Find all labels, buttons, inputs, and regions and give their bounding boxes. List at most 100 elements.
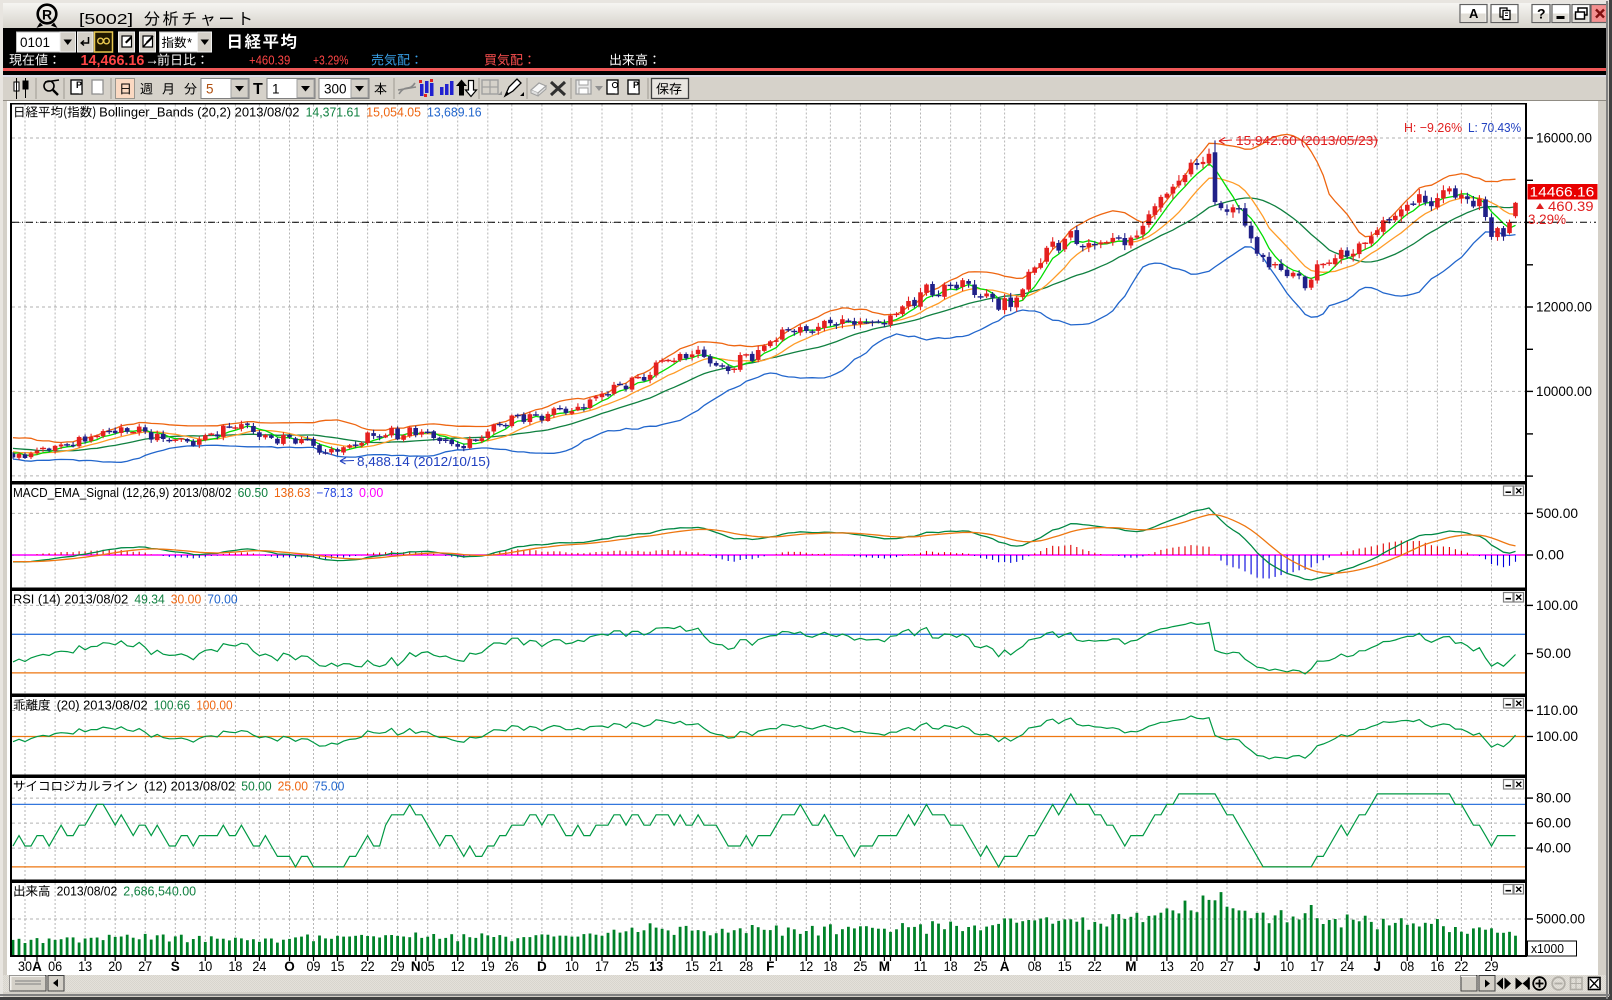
- svg-text:D: D: [537, 959, 547, 974]
- svg-text:Bollinger_Bands (20,2) 2013/08: Bollinger_Bands (20,2) 2013/08/02: [99, 106, 299, 120]
- svg-text:MACD_EMA_Signal (12,26,9) 2013: MACD_EMA_Signal (12,26,9) 2013/08/02: [13, 486, 232, 500]
- svg-text:0.00: 0.00: [359, 486, 383, 500]
- svg-text:L: 70.43%: L: 70.43%: [1468, 120, 1521, 135]
- svg-text:3.29%: 3.29%: [1528, 212, 1566, 227]
- svg-text:27: 27: [138, 959, 152, 974]
- svg-text:21: 21: [709, 959, 723, 974]
- svg-text:19: 19: [481, 959, 495, 974]
- svg-text:F: F: [766, 959, 774, 974]
- svg-text:500.00: 500.00: [1536, 506, 1578, 521]
- svg-text:100.00: 100.00: [1536, 598, 1578, 613]
- svg-text:0101: 0101: [20, 35, 50, 50]
- svg-text:J: J: [1253, 959, 1261, 974]
- svg-text:13,689.16: 13,689.16: [427, 106, 482, 120]
- svg-text:70.00: 70.00: [207, 593, 237, 607]
- svg-text:15: 15: [331, 959, 345, 974]
- svg-text:x1000: x1000: [1531, 942, 1564, 956]
- svg-text:05: 05: [421, 959, 435, 974]
- svg-text:110.00: 110.00: [1536, 703, 1578, 718]
- svg-text:M: M: [1125, 959, 1136, 974]
- svg-text:60.00: 60.00: [1536, 816, 1571, 831]
- svg-text:22: 22: [361, 959, 375, 974]
- svg-text:16000.00: 16000.00: [1536, 131, 1592, 146]
- svg-text:30: 30: [18, 959, 32, 974]
- svg-text:10: 10: [565, 959, 579, 974]
- svg-text:A: A: [1000, 959, 1010, 974]
- svg-text:22: 22: [1454, 959, 1468, 974]
- svg-text:13: 13: [649, 959, 663, 974]
- svg-text:M: M: [879, 959, 890, 974]
- svg-text:26: 26: [505, 959, 519, 974]
- svg-text:25: 25: [625, 959, 639, 974]
- svg-text:12: 12: [451, 959, 465, 974]
- svg-text:14,371.61: 14,371.61: [306, 106, 361, 120]
- svg-text:29: 29: [1485, 959, 1499, 974]
- svg-text:25: 25: [853, 959, 867, 974]
- svg-text:15: 15: [685, 959, 699, 974]
- svg-text:50.00: 50.00: [241, 780, 271, 794]
- svg-text:[5002]: [5002]: [79, 11, 133, 28]
- svg-text:11: 11: [914, 959, 928, 974]
- svg-text:1: 1: [272, 82, 280, 97]
- svg-text:18: 18: [823, 959, 837, 974]
- svg-text:+3.29%: +3.29%: [313, 54, 348, 68]
- svg-text:25.00: 25.00: [278, 780, 308, 794]
- svg-text:*: *: [187, 35, 192, 50]
- svg-text:40.00: 40.00: [1536, 841, 1571, 856]
- svg-text:?: ?: [1537, 6, 1546, 22]
- svg-text:10000.00: 10000.00: [1536, 384, 1592, 399]
- svg-text:2013/08/02: 2013/08/02: [57, 885, 118, 899]
- svg-text:60.50: 60.50: [238, 486, 268, 500]
- svg-text:H: −9.26%: H: −9.26%: [1404, 120, 1463, 135]
- svg-text:27: 27: [1220, 959, 1234, 974]
- svg-text:09: 09: [307, 959, 321, 974]
- svg-text:25: 25: [974, 959, 988, 974]
- svg-text:S: S: [171, 959, 180, 974]
- svg-text:(12) 2013/08/02: (12) 2013/08/02: [144, 780, 235, 794]
- svg-text:50.00: 50.00: [1536, 646, 1571, 661]
- svg-text:18: 18: [944, 959, 958, 974]
- svg-text:A: A: [1469, 6, 1479, 21]
- svg-text:13: 13: [1160, 959, 1174, 974]
- svg-text:15: 15: [1058, 959, 1072, 974]
- svg-text:+460.39: +460.39: [249, 54, 290, 68]
- svg-text:P: P: [633, 80, 639, 90]
- svg-text:24: 24: [1340, 959, 1354, 974]
- svg-text:→: →: [145, 52, 159, 68]
- svg-text:49.34: 49.34: [134, 593, 164, 607]
- svg-text:100.00: 100.00: [196, 699, 232, 713]
- svg-text:22: 22: [1088, 959, 1102, 974]
- svg-text:P: P: [76, 80, 82, 90]
- svg-text:460.39: 460.39: [1548, 199, 1594, 214]
- svg-text:100.66: 100.66: [154, 699, 190, 713]
- svg-text:(20) 2013/08/02: (20) 2013/08/02: [57, 699, 148, 713]
- svg-text:08: 08: [1028, 959, 1042, 974]
- svg-text:R: R: [42, 7, 52, 23]
- svg-text:8,488.14 (2012/10/15): 8,488.14 (2012/10/15): [357, 454, 490, 469]
- svg-text:13: 13: [78, 959, 92, 974]
- svg-text:N: N: [411, 959, 421, 974]
- svg-text:10: 10: [1280, 959, 1294, 974]
- svg-text:12: 12: [799, 959, 813, 974]
- svg-text:5: 5: [206, 82, 214, 97]
- svg-text:A: A: [32, 959, 42, 974]
- svg-text:0.00: 0.00: [1536, 548, 1564, 563]
- svg-text:75.00: 75.00: [314, 780, 344, 794]
- svg-text:29: 29: [391, 959, 405, 974]
- svg-text:5000.00: 5000.00: [1536, 912, 1585, 927]
- svg-text:−78.13: −78.13: [317, 486, 353, 500]
- svg-text:O: O: [284, 959, 295, 974]
- svg-text:2,686,540.00: 2,686,540.00: [123, 885, 196, 899]
- svg-text:300: 300: [324, 82, 347, 97]
- svg-text:100.00: 100.00: [1536, 729, 1578, 744]
- svg-text:16: 16: [1430, 959, 1444, 974]
- svg-text:17: 17: [1310, 959, 1324, 974]
- svg-text:30.00: 30.00: [171, 593, 201, 607]
- svg-text:28: 28: [739, 959, 753, 974]
- svg-text:20: 20: [1190, 959, 1204, 974]
- svg-text:18: 18: [228, 959, 242, 974]
- svg-text:T: T: [253, 81, 263, 98]
- svg-text:06: 06: [48, 959, 62, 974]
- svg-text:14,466.16: 14,466.16: [81, 53, 145, 69]
- svg-text:15,054.05: 15,054.05: [366, 106, 421, 120]
